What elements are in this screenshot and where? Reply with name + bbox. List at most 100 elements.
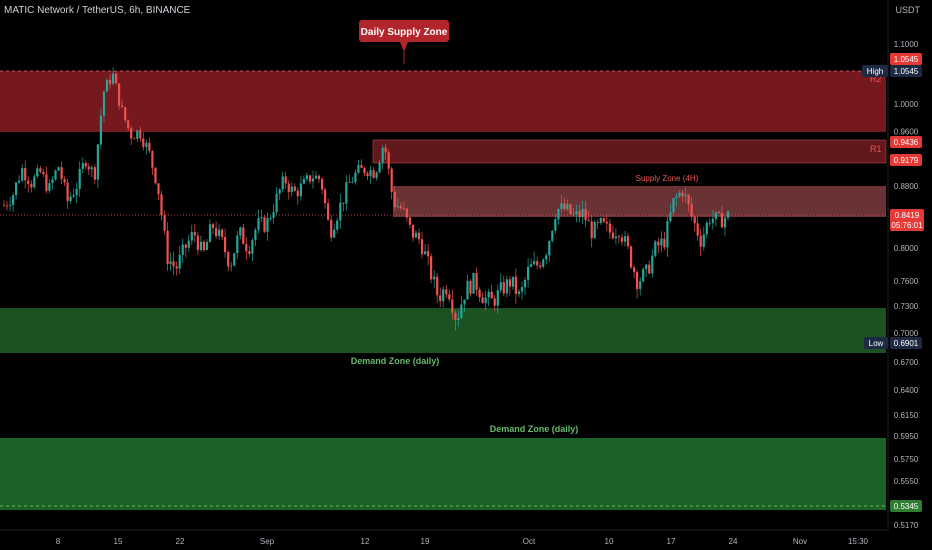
callout-pointer <box>400 42 408 52</box>
candle-body <box>63 179 66 183</box>
candle-body <box>15 182 18 196</box>
x-tick-label-4: 12 <box>361 537 370 546</box>
candle-body <box>481 297 484 304</box>
candle-body <box>433 276 436 280</box>
candle-body <box>351 182 354 183</box>
candle-body <box>633 267 636 273</box>
candle-body <box>327 203 330 220</box>
demand-zone-daily-1 <box>0 308 886 353</box>
candle-body <box>257 218 260 230</box>
candle-body <box>563 203 566 210</box>
y-tick-label-11: 0.7000 <box>894 329 919 338</box>
daily-supply-zone <box>0 71 886 132</box>
candle-body <box>442 289 445 302</box>
candle-body <box>224 237 227 253</box>
candle-body <box>139 130 142 139</box>
tag-r1-top-bg <box>890 136 922 148</box>
candle-body <box>602 218 605 222</box>
candle-body <box>654 241 657 256</box>
supply-zone-4h-label: Supply Zone (4H) <box>636 174 699 183</box>
candle-body <box>90 167 93 170</box>
candle-body <box>693 216 696 224</box>
x-tick-label-0: 8 <box>56 537 61 546</box>
candle-body <box>333 229 336 238</box>
candle-body <box>269 218 272 219</box>
candle-body <box>711 218 714 223</box>
candle-body <box>599 218 602 223</box>
candle-body <box>196 235 199 251</box>
candle-body <box>366 173 369 177</box>
candle-body <box>684 194 687 197</box>
candle-body <box>260 217 263 219</box>
candle-body <box>287 183 290 192</box>
candle-body <box>342 202 345 204</box>
candle-body <box>242 227 245 245</box>
symbol-title[interactable]: MATIC Network / TetherUS, 6h, BINANCE <box>4 5 191 16</box>
candle-body <box>84 163 87 167</box>
candle-body <box>596 222 599 223</box>
candle-body <box>726 211 730 218</box>
tag-low-label: Low <box>869 339 884 348</box>
x-axis[interactable]: 8 15 22 Sep 12 19 Oct 10 17 24 Nov 15:30 <box>0 529 888 546</box>
tag-zone-top-bg <box>890 53 922 65</box>
candle-body <box>517 291 521 294</box>
candle-body <box>205 242 209 250</box>
x-tick-label-10: Nov <box>793 537 807 546</box>
demand-zone-daily-2 <box>0 438 886 510</box>
candle-body <box>542 259 545 267</box>
candle-body <box>51 179 54 184</box>
tag-high-value-bg <box>890 65 922 77</box>
y-tick-label-20: 0.5170 <box>894 521 919 530</box>
candle-body <box>720 212 723 228</box>
candle-body <box>566 204 569 210</box>
zones-layer <box>0 70 887 510</box>
candle-body <box>299 183 302 197</box>
candle-body <box>336 220 339 230</box>
annotations: Daily Supply Zone Supply Zone (4H) Deman… <box>351 20 882 434</box>
candle-body <box>681 192 684 197</box>
candle-body <box>160 194 163 216</box>
tag-last-price: 0.8419 <box>895 211 920 220</box>
y-tick-label-3: 0.9600 <box>894 127 919 136</box>
x-tick-label-2: 22 <box>176 537 185 546</box>
tag-low-value-bg <box>890 337 922 349</box>
candle-body <box>190 232 193 241</box>
candle-body <box>578 211 581 218</box>
callout-box <box>359 20 449 42</box>
candle-body <box>308 175 312 182</box>
candle-body <box>378 162 381 173</box>
candle-body <box>511 276 514 287</box>
candle-body <box>78 168 81 189</box>
y-axis[interactable]: 1.1000 1.0000 0.9600 0.8800 0.8000 0.7600 0.73… <box>862 0 924 530</box>
r1-label: R1 <box>870 144 882 154</box>
candle-body <box>390 168 393 192</box>
candle-body <box>530 264 533 267</box>
candle-body <box>66 182 69 202</box>
x-tick-label-8: 17 <box>667 537 676 546</box>
tag-zone-top: 1.0545 <box>894 55 919 64</box>
candle-body <box>502 282 505 294</box>
candle-body <box>472 273 475 294</box>
candle-body <box>375 172 378 178</box>
candle-body <box>663 238 666 248</box>
candle-body <box>514 276 517 294</box>
y-tick-label-18: 0.5550 <box>894 477 919 486</box>
x-tick-label-11: 15:30 <box>848 537 869 546</box>
candle-body <box>445 289 448 295</box>
candle-body <box>630 246 633 268</box>
x-tick-label-3: Sep <box>260 537 275 546</box>
candle-body <box>411 224 415 238</box>
candle-body <box>75 188 78 196</box>
candle-body <box>672 198 675 213</box>
candle-body <box>393 191 396 208</box>
candle-body <box>187 240 190 248</box>
candle-body <box>399 206 402 209</box>
candle-body <box>60 167 63 180</box>
candle-body <box>215 228 218 236</box>
candle-body <box>493 298 496 306</box>
tag-demand2-bottom: 0.5345 <box>894 502 919 511</box>
candle-body <box>281 176 284 190</box>
candle-body <box>648 264 651 274</box>
candle-body <box>96 144 99 180</box>
